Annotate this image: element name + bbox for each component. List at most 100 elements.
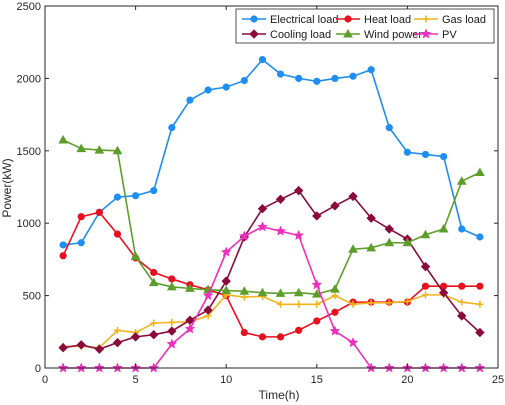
data-point-wind-power (402, 237, 413, 247)
data-point-gas-load (458, 298, 466, 306)
legend-swatch-marker (343, 28, 353, 38)
data-point-cooling-load (94, 344, 105, 354)
legend-label: Electrical load (270, 14, 338, 26)
legend-swatch-marker (249, 29, 259, 39)
legend-item-wind-power: Wind power (336, 28, 422, 41)
x-axis-label: Time(h) (259, 388, 300, 402)
data-point-pv (238, 230, 250, 241)
data-point-electrical-load (331, 74, 339, 83)
data-point-wind-power (58, 134, 68, 144)
data-point-wind-power (221, 285, 232, 295)
legend-swatch-marker (250, 15, 258, 23)
data-point-heat-load (331, 308, 339, 316)
axes-frame (44, 5, 499, 369)
axes: 0 5 10 15 20 25 0 500 1000 1500 2000 2500 (17, 1, 505, 386)
legend-item-gas-load: Gas load (414, 14, 486, 26)
data-point-wind-power (384, 237, 395, 247)
legend-item-electrical-load: Electrical load (242, 14, 338, 26)
data-point-heat-load (240, 328, 248, 337)
data-point-cooling-load (76, 340, 86, 350)
data-point-heat-load (295, 326, 303, 334)
data-point-electrical-load (132, 192, 140, 200)
series-wind-power (58, 134, 485, 298)
data-point-wind-power (420, 229, 431, 239)
data-point-cooling-load (457, 311, 467, 321)
data-point-gas-load (422, 291, 430, 299)
data-point-gas-load (403, 297, 411, 305)
data-point-gas-load (367, 299, 375, 307)
data-point-wind-power (185, 283, 195, 292)
data-point-pv (257, 221, 268, 232)
x-tick-label: 0 (42, 374, 48, 386)
data-point-electrical-load (476, 233, 484, 241)
data-point-cooling-load (348, 191, 358, 202)
legend-label: Wind power (364, 29, 422, 41)
data-point-cooling-load (438, 287, 449, 298)
legend-box (235, 8, 495, 44)
data-point-cooling-load (475, 327, 485, 338)
data-point-wind-power (148, 277, 159, 287)
data-point-cooling-load (149, 329, 159, 340)
data-point-cooling-load (384, 224, 394, 234)
data-point-electrical-load (258, 55, 267, 64)
data-point-cooling-load (167, 326, 177, 336)
data-point-wind-power (348, 244, 358, 253)
data-point-wind-power (275, 288, 286, 297)
series-electrical-load (59, 55, 484, 249)
data-point-wind-power (130, 251, 141, 261)
data-point-wind-power (456, 176, 467, 185)
y-tick-label: 500 (23, 291, 41, 303)
data-point-pv (275, 225, 286, 236)
legend-label: Cooling load (270, 29, 331, 41)
data-point-wind-power (438, 223, 449, 233)
data-point-gas-load (168, 318, 176, 326)
data-point-electrical-load (276, 70, 285, 78)
data-point-cooling-load (366, 213, 376, 223)
series-line-wind-power (62, 139, 481, 295)
data-point-cooling-load (420, 261, 431, 272)
data-point-cooling-load (275, 194, 286, 205)
data-point-cooling-load (221, 276, 231, 286)
data-point-electrical-load (222, 83, 230, 91)
data-point-electrical-load (367, 66, 375, 74)
y-tick-label: 2500 (17, 1, 41, 13)
data-point-cooling-load (58, 343, 68, 353)
data-point-heat-load (476, 282, 484, 290)
data-point-gas-load (349, 300, 357, 308)
data-point-heat-load (258, 333, 267, 341)
legend-swatch-marker (420, 28, 432, 39)
data-point-heat-load (458, 282, 466, 290)
data-point-wind-power (76, 143, 87, 153)
data-point-heat-load (77, 213, 85, 221)
data-point-electrical-load (150, 187, 158, 195)
data-point-wind-power (239, 286, 250, 295)
data-point-electrical-load (204, 86, 212, 94)
y-tick-label: 0 (35, 363, 41, 375)
data-point-heat-load (313, 317, 321, 325)
x-tick-label: 15 (311, 374, 323, 386)
data-point-wind-power (293, 287, 304, 297)
data-point-cooling-load (312, 211, 322, 221)
x-tick-label: 10 (220, 374, 232, 386)
legend-item-pv: PV (414, 28, 457, 41)
data-point-electrical-load (186, 96, 194, 104)
legend-swatch-marker (344, 15, 352, 23)
data-point-gas-load (150, 319, 158, 327)
data-point-heat-load (276, 333, 285, 341)
data-point-gas-load (385, 299, 393, 307)
data-point-electrical-load (403, 148, 411, 156)
data-point-electrical-load (168, 124, 176, 132)
data-point-electrical-load (313, 77, 321, 85)
data-point-electrical-load (349, 72, 357, 80)
legend: Electrical load Heat load Gas load Cooling … (235, 8, 495, 44)
data-point-cooling-load (130, 332, 141, 342)
data-point-electrical-load (59, 241, 67, 249)
data-point-wind-power (366, 242, 377, 252)
data-point-cooling-load (203, 305, 213, 315)
data-point-electrical-load (385, 124, 393, 132)
y-tick-label: 2000 (17, 73, 41, 85)
data-point-gas-load (331, 292, 339, 300)
data-point-pv (347, 337, 359, 348)
